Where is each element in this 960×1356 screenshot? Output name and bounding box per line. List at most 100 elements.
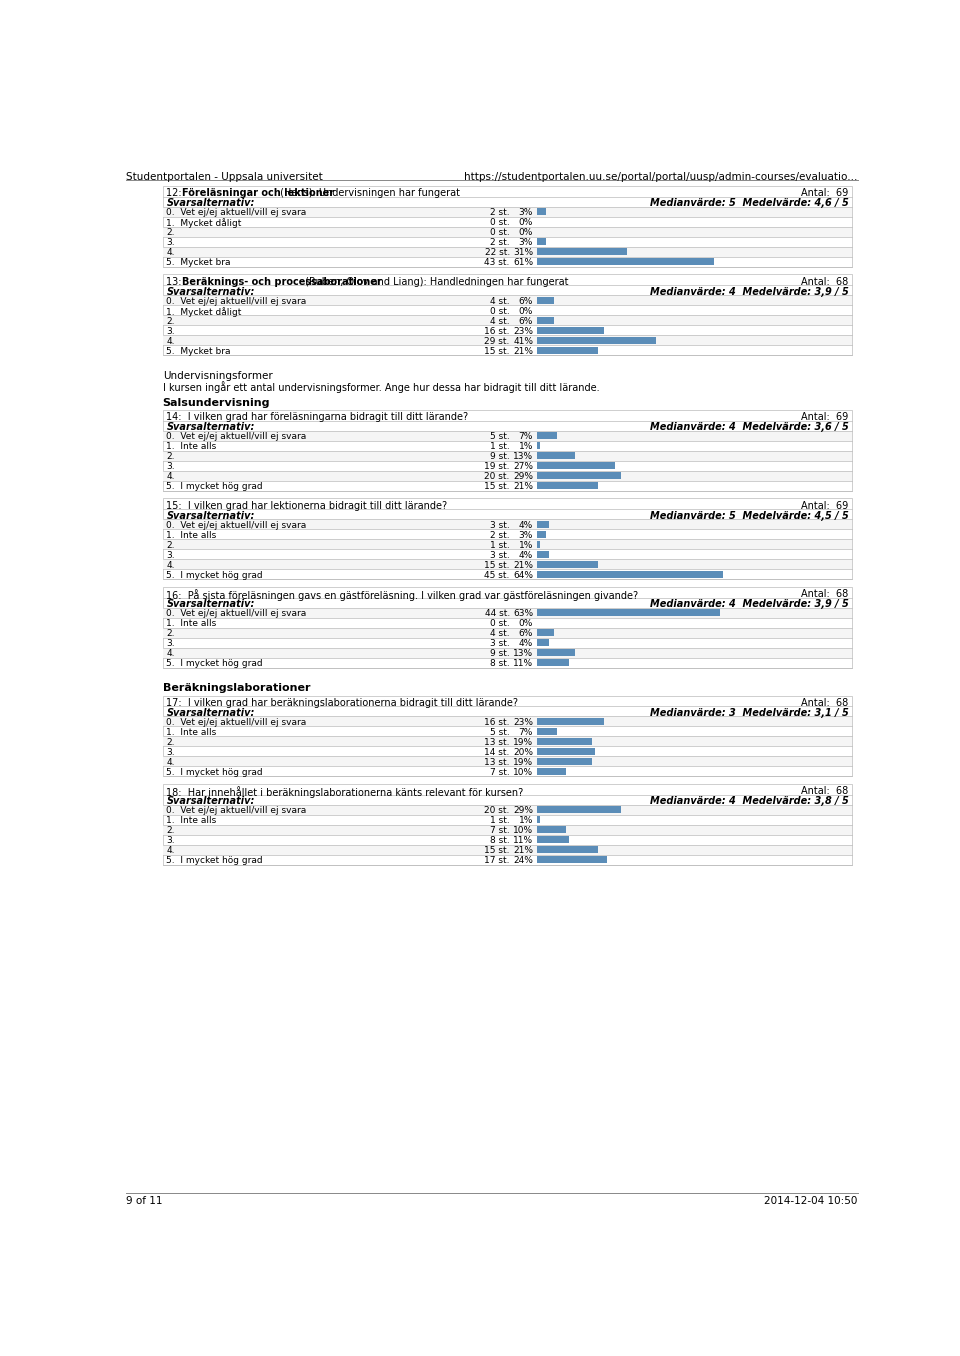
Bar bbox=[163, 471, 852, 481]
Text: 8 st.: 8 st. bbox=[490, 659, 510, 669]
Text: 0.  Vet ej/ej aktuell/vill ej svara: 0. Vet ej/ej aktuell/vill ej svara bbox=[166, 209, 307, 217]
Text: 5.  I mycket hög grad: 5. I mycket hög grad bbox=[166, 571, 263, 580]
Text: 1%: 1% bbox=[518, 541, 533, 549]
Text: 27%: 27% bbox=[513, 462, 533, 472]
Text: 4 st.: 4 st. bbox=[491, 629, 510, 639]
Text: Föreläsningar och lektioner: Föreläsningar och lektioner bbox=[182, 188, 334, 198]
Text: 44 st.: 44 st. bbox=[485, 609, 510, 618]
Text: 3.: 3. bbox=[166, 639, 175, 648]
Text: 13:: 13: bbox=[166, 277, 188, 286]
Text: 0%: 0% bbox=[518, 218, 533, 228]
Text: (Ruben, Olov and Liang): Handledningen har fungerat: (Ruben, Olov and Liang): Handledningen h… bbox=[302, 277, 568, 286]
Text: 4.: 4. bbox=[166, 846, 175, 856]
Bar bbox=[537, 541, 540, 548]
Text: 19%: 19% bbox=[513, 758, 533, 767]
Bar bbox=[162, 696, 852, 777]
Bar bbox=[537, 717, 604, 725]
Text: Studentportalen - Uppsala universitet: Studentportalen - Uppsala universitet bbox=[126, 172, 323, 182]
Text: Antal:  69: Antal: 69 bbox=[802, 500, 849, 511]
Bar bbox=[162, 499, 852, 579]
Text: 19 st.: 19 st. bbox=[485, 462, 510, 472]
Bar bbox=[162, 410, 852, 491]
Text: 1.  Inte alls: 1. Inte alls bbox=[166, 530, 217, 540]
Text: Beräknings- och processaborationer: Beräknings- och processaborationer bbox=[182, 277, 382, 286]
Bar bbox=[537, 738, 592, 744]
Bar bbox=[163, 335, 852, 346]
Text: 1 st.: 1 st. bbox=[490, 541, 510, 549]
Text: 13%: 13% bbox=[513, 453, 533, 461]
Text: 3 st.: 3 st. bbox=[490, 521, 510, 530]
Text: Medianvärde: 4  Medelvärde: 3,8 / 5: Medianvärde: 4 Medelvärde: 3,8 / 5 bbox=[650, 796, 849, 807]
Text: 31%: 31% bbox=[513, 248, 533, 258]
Text: 41%: 41% bbox=[513, 336, 533, 346]
Text: 2.: 2. bbox=[166, 629, 175, 639]
Text: 3.: 3. bbox=[166, 749, 175, 757]
Text: 4 st.: 4 st. bbox=[491, 317, 510, 325]
Text: 4.: 4. bbox=[166, 472, 175, 481]
Text: 3.: 3. bbox=[166, 239, 175, 247]
Text: https://studentportalen.uu.se/portal/portal/uusp/admin-courses/evaluatio...: https://studentportalen.uu.se/portal/por… bbox=[465, 172, 858, 182]
Bar bbox=[537, 442, 540, 449]
Bar bbox=[163, 247, 852, 256]
Text: 17:  I vilken grad har beräkningslaborationerna bidragit till ditt lärande?: 17: I vilken grad har beräkningslaborati… bbox=[166, 698, 518, 708]
Text: Svarsalternativ:: Svarsalternativ: bbox=[166, 599, 254, 609]
Text: 0.  Vet ej/ej aktuell/vill ej svara: 0. Vet ej/ej aktuell/vill ej svara bbox=[166, 807, 307, 815]
Bar bbox=[537, 433, 558, 439]
Text: 1 st.: 1 st. bbox=[490, 816, 510, 826]
Bar bbox=[162, 274, 852, 355]
Bar bbox=[537, 807, 621, 814]
Text: 64%: 64% bbox=[513, 571, 533, 580]
Text: 63%: 63% bbox=[513, 609, 533, 618]
Text: 0.  Vet ej/ej aktuell/vill ej svara: 0. Vet ej/ej aktuell/vill ej svara bbox=[166, 433, 307, 441]
Text: 4.: 4. bbox=[166, 561, 175, 570]
Text: 29%: 29% bbox=[513, 472, 533, 481]
Text: Medianvärde: 5  Medelvärde: 4,5 / 5: Medianvärde: 5 Medelvärde: 4,5 / 5 bbox=[650, 511, 849, 521]
Text: 17 st.: 17 st. bbox=[485, 857, 510, 865]
Text: 1.  Inte alls: 1. Inte alls bbox=[166, 816, 217, 826]
Text: 7%: 7% bbox=[518, 728, 533, 736]
Text: 15 st.: 15 st. bbox=[485, 846, 510, 856]
Text: 5.  I mycket hög grad: 5. I mycket hög grad bbox=[166, 767, 263, 777]
Text: 5.  Mycket bra: 5. Mycket bra bbox=[166, 347, 231, 355]
Bar bbox=[537, 239, 545, 245]
Text: 0 st.: 0 st. bbox=[490, 228, 510, 237]
Text: 3.: 3. bbox=[166, 837, 175, 846]
Bar bbox=[537, 483, 598, 490]
Bar bbox=[537, 629, 554, 636]
Text: 9 st.: 9 st. bbox=[490, 453, 510, 461]
Text: 5.  I mycket hög grad: 5. I mycket hög grad bbox=[166, 857, 263, 865]
Text: 16 st.: 16 st. bbox=[485, 717, 510, 727]
Text: 0 st.: 0 st. bbox=[490, 306, 510, 316]
Bar bbox=[537, 347, 598, 354]
Bar bbox=[537, 857, 607, 864]
Text: 15 st.: 15 st. bbox=[485, 347, 510, 355]
Text: 3.: 3. bbox=[166, 551, 175, 560]
Text: (Hans): Undervisningen har fungerat: (Hans): Undervisningen har fungerat bbox=[277, 188, 461, 198]
Text: 10%: 10% bbox=[513, 767, 533, 777]
Text: 18:  Har innehållet i beräkningslaborationerna känts relevant för kursen?: 18: Har innehållet i beräkningslaboratio… bbox=[166, 786, 524, 799]
Text: 2.: 2. bbox=[166, 317, 175, 325]
Bar bbox=[537, 837, 569, 843]
Text: 14 st.: 14 st. bbox=[485, 749, 510, 757]
Text: Medianvärde: 4  Medelvärde: 3,9 / 5: Medianvärde: 4 Medelvärde: 3,9 / 5 bbox=[650, 599, 849, 609]
Text: 4.: 4. bbox=[166, 758, 175, 767]
Bar bbox=[537, 571, 723, 578]
Text: Svarsalternativ:: Svarsalternativ: bbox=[166, 422, 254, 433]
Text: 23%: 23% bbox=[513, 717, 533, 727]
Bar bbox=[163, 226, 852, 237]
Text: 3%: 3% bbox=[518, 239, 533, 247]
Text: 1.  Inte alls: 1. Inte alls bbox=[166, 620, 217, 628]
Bar bbox=[163, 540, 852, 549]
Bar bbox=[537, 609, 720, 616]
Text: 10%: 10% bbox=[513, 826, 533, 835]
Text: 15 st.: 15 st. bbox=[485, 561, 510, 570]
Bar bbox=[163, 805, 852, 815]
Text: 1 st.: 1 st. bbox=[490, 442, 510, 452]
Text: 3 st.: 3 st. bbox=[490, 551, 510, 560]
Text: Svarsalternativ:: Svarsalternativ: bbox=[166, 796, 254, 807]
Text: 61%: 61% bbox=[513, 258, 533, 267]
Text: 6%: 6% bbox=[518, 297, 533, 305]
Bar bbox=[163, 757, 852, 766]
Text: 45 st.: 45 st. bbox=[485, 571, 510, 580]
Bar bbox=[537, 521, 548, 527]
